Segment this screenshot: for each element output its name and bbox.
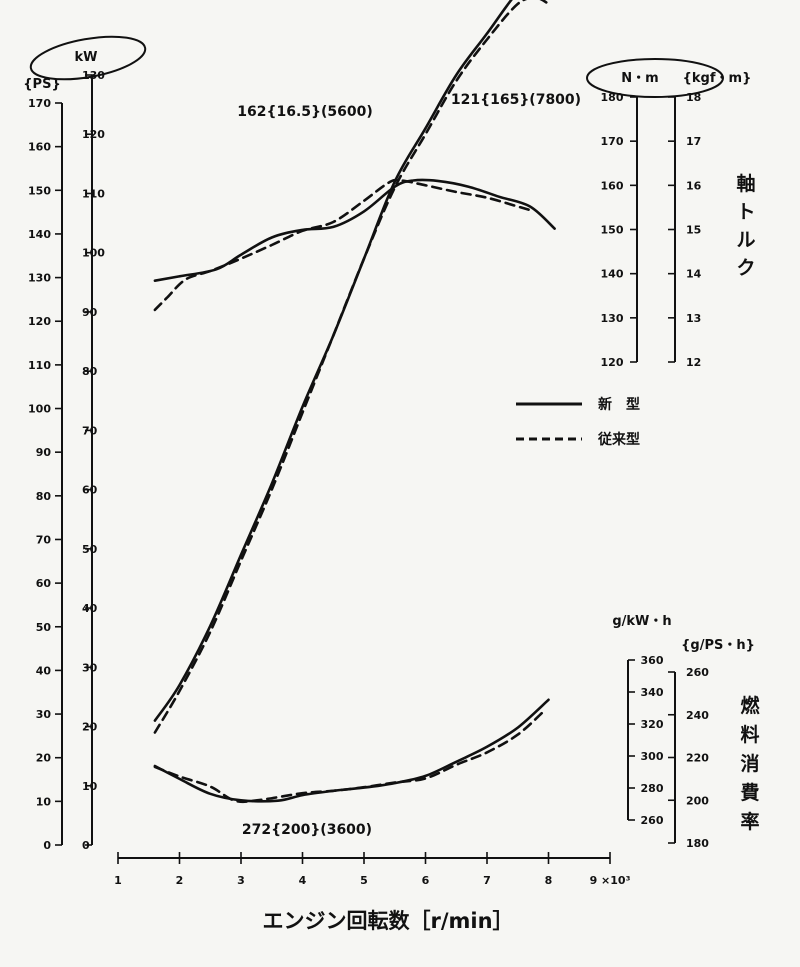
kw-axis-tick-label: 60 xyxy=(82,484,98,497)
power-peak-annotation: 121{165}(7800) xyxy=(451,92,581,108)
kw-axis-tick-label: 110 xyxy=(82,187,105,200)
ps-axis-tick-label: 70 xyxy=(36,533,52,546)
ps-axis-tick-label: 90 xyxy=(36,446,52,459)
x-tick-label: 2 xyxy=(176,874,184,887)
gkwh-axis-tick-label: 260 xyxy=(641,814,664,827)
gpsh-axis-tick-label: 180 xyxy=(686,837,709,850)
kw-axis-tick-label: 80 xyxy=(82,365,98,378)
bsfc-gkwh-unit: g/kW・h xyxy=(612,614,671,629)
kgfm-axis-tick-label: 16 xyxy=(686,179,702,192)
ps-axis-tick-label: 40 xyxy=(36,664,52,677)
ps-axis-tick-label: 30 xyxy=(36,708,52,721)
ps-axis-tick-label: 80 xyxy=(36,490,52,503)
side-torque-char: 軸 xyxy=(736,172,755,195)
gpsh-axis-tick-label: 260 xyxy=(686,666,709,679)
nm-axis-tick-label: 130 xyxy=(601,312,624,325)
kw-axis-tick-label: 30 xyxy=(82,661,98,674)
gkwh-axis-tick-label: 320 xyxy=(641,718,664,731)
ps-axis-tick-label: 100 xyxy=(28,403,51,416)
kw-axis-tick-label: 10 xyxy=(82,780,98,793)
kw-axis-tick-label: 100 xyxy=(82,247,105,260)
nm-axis-tick-label: 170 xyxy=(601,135,624,148)
torque-nm-unit: N・m xyxy=(621,71,658,86)
kgfm-axis-tick-label: 13 xyxy=(686,312,701,325)
kw-axis-tick-label: 40 xyxy=(82,602,98,615)
x-tick-label: 1 xyxy=(114,874,122,887)
kw-axis-tick-label: 120 xyxy=(82,128,105,141)
ps-axis-tick-label: 150 xyxy=(28,184,51,197)
x-tick-label: 3 xyxy=(237,874,245,887)
ps-axis-tick-label: 170 xyxy=(28,97,51,110)
kgfm-axis-tick-label: 18 xyxy=(686,91,701,104)
kgfm-axis-tick-label: 15 xyxy=(686,224,701,237)
torque-peak-annotation: 162{16.5}(5600) xyxy=(237,104,372,120)
legend-new-label: 新 型 xyxy=(598,396,640,413)
kgfm-axis-tick-label: 14 xyxy=(686,268,702,281)
side-fuel-char: 率 xyxy=(740,810,759,833)
side-fuel-char: 費 xyxy=(740,781,759,804)
side-fuel-char: 料 xyxy=(740,723,759,746)
kw-axis-tick-label: 0 xyxy=(82,839,90,852)
kw-axis-tick-label: 20 xyxy=(82,721,98,734)
series-bsfc_gpsh-old-line xyxy=(153,711,544,804)
power-kw-unit: kW xyxy=(75,50,98,65)
side-torque-char: ル xyxy=(736,229,755,251)
nm-axis-tick-label: 180 xyxy=(601,91,624,104)
x-tick-label: 5 xyxy=(360,874,368,887)
x-axis-label: エンジン回転数［r/min］ xyxy=(262,909,513,933)
ps-axis-tick-label: 130 xyxy=(28,272,51,285)
bsfc-min-annotation: 272{200}(3600) xyxy=(242,822,372,838)
series-torque_nm-new-line xyxy=(153,178,556,282)
series-power_kw-old-line xyxy=(153,0,550,734)
legend-old-label: 従来型 xyxy=(597,431,640,448)
kw-axis-tick-label: 70 xyxy=(82,424,98,437)
side-torque-char: ト xyxy=(736,201,755,223)
nm-axis-tick-label: 140 xyxy=(601,268,624,281)
nm-axis-tick-label: 150 xyxy=(601,224,624,237)
nm-unit-circle xyxy=(586,58,724,98)
ps-axis-tick-label: 20 xyxy=(36,752,52,765)
ps-axis-tick-label: 0 xyxy=(43,839,51,852)
kw-axis-tick-label: 90 xyxy=(82,306,98,319)
side-fuel-char: 燃 xyxy=(740,694,760,717)
gpsh-axis-tick-label: 220 xyxy=(686,752,709,765)
legend: 新 型 従来型 xyxy=(516,396,640,448)
x-tick-label: 4 xyxy=(299,874,307,887)
ps-axis-tick-label: 120 xyxy=(28,315,51,328)
ps-axis-tick-label: 10 xyxy=(36,795,52,808)
kgfm-axis-tick-label: 17 xyxy=(686,135,701,148)
gkwh-axis-tick-label: 280 xyxy=(641,782,664,795)
ps-axis-tick-label: 110 xyxy=(28,359,51,372)
ps-axis-tick-label: 160 xyxy=(28,141,51,154)
x-tick-label: 6 xyxy=(422,874,430,887)
side-fuel-char: 消 xyxy=(740,752,759,775)
gpsh-axis-tick-label: 200 xyxy=(686,794,709,807)
kgfm-axis-tick-label: 12 xyxy=(686,356,701,369)
nm-axis-tick-label: 160 xyxy=(601,179,624,192)
side-torque-char: ク xyxy=(736,257,755,279)
ps-axis-tick-label: 60 xyxy=(36,577,52,590)
bsfc-gpsh-unit: {g/PS・h} xyxy=(681,638,755,653)
nm-axis-tick-label: 120 xyxy=(601,356,624,369)
gpsh-axis-tick-label: 240 xyxy=(686,709,709,722)
gkwh-axis-tick-label: 300 xyxy=(641,750,664,763)
x-tick-label: 8 xyxy=(545,874,553,887)
gkwh-axis-tick-label: 340 xyxy=(641,686,664,699)
x-tick-label: 7 xyxy=(483,874,491,887)
kw-axis-tick-label: 130 xyxy=(82,69,105,82)
gkwh-axis-tick-label: 360 xyxy=(641,654,664,667)
x-tick-label: 9 ×10³ xyxy=(590,874,631,887)
power-ps-unit: {PS} xyxy=(23,77,60,92)
kw-axis-tick-label: 50 xyxy=(82,543,98,556)
torque-kgfm-unit: {kgf・m} xyxy=(683,71,752,86)
ps-axis-tick-label: 140 xyxy=(28,228,51,241)
ps-axis-tick-label: 50 xyxy=(36,621,52,634)
series-torque_nm-old-line xyxy=(153,178,532,312)
